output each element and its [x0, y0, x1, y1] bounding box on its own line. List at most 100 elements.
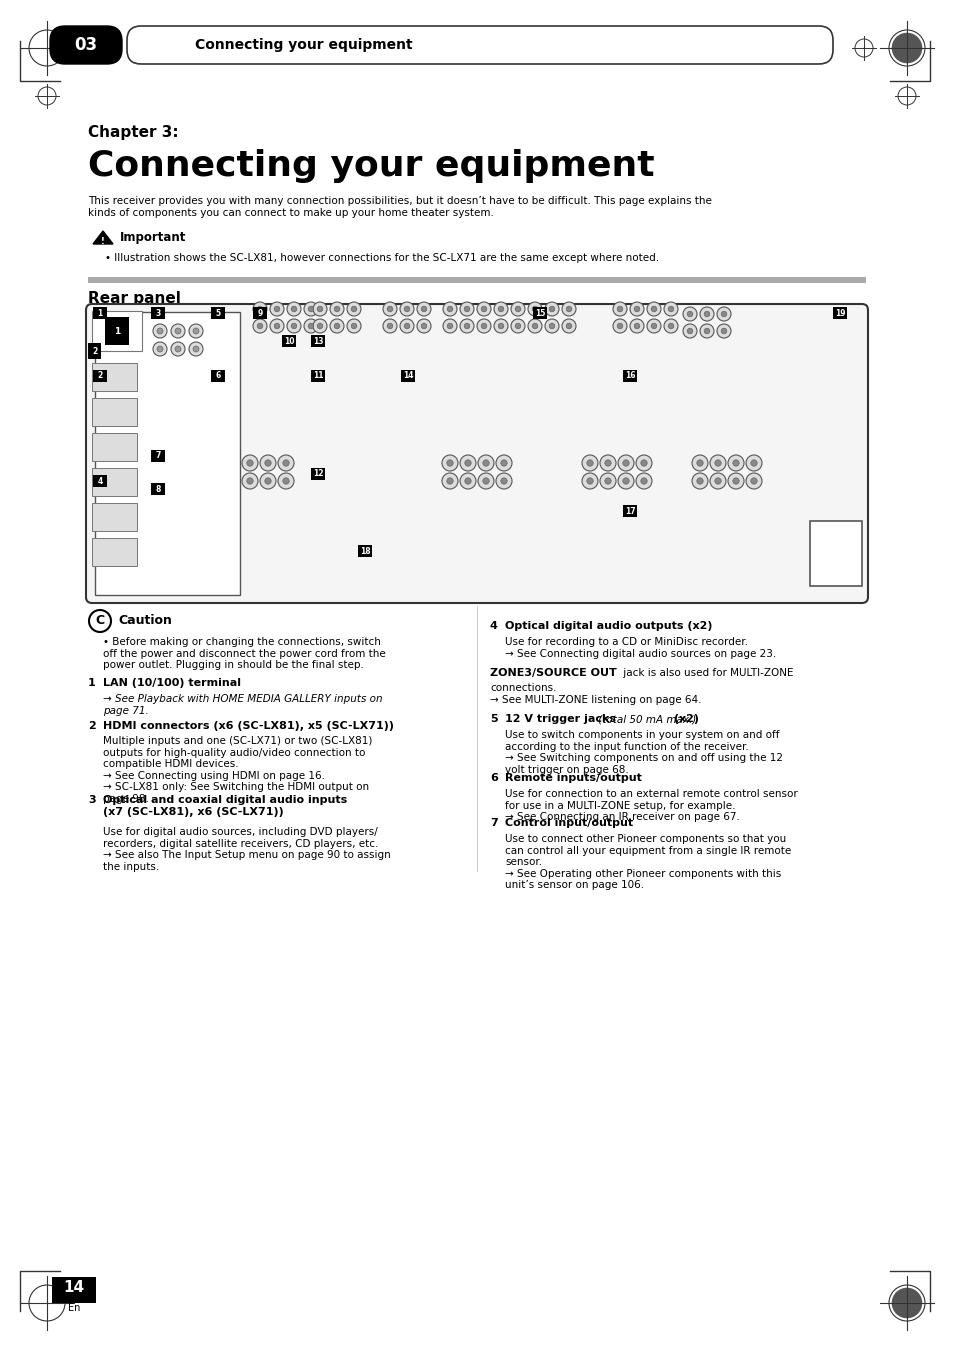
- Circle shape: [247, 459, 253, 466]
- Text: 3: 3: [88, 794, 95, 805]
- Circle shape: [732, 459, 739, 466]
- Text: • Before making or changing the connections, switch
off the power and disconnect: • Before making or changing the connecti…: [103, 638, 385, 670]
- Bar: [52, 1277, 96, 1302]
- Circle shape: [287, 319, 301, 332]
- Circle shape: [544, 303, 558, 316]
- Circle shape: [316, 323, 322, 328]
- Circle shape: [347, 319, 360, 332]
- Bar: [92, 476, 107, 486]
- Circle shape: [617, 307, 622, 312]
- Circle shape: [663, 319, 678, 332]
- Circle shape: [247, 478, 253, 484]
- Circle shape: [441, 473, 457, 489]
- Circle shape: [511, 319, 524, 332]
- Text: LAN (10/100) terminal: LAN (10/100) terminal: [103, 678, 241, 688]
- Circle shape: [442, 319, 456, 332]
- Circle shape: [599, 473, 616, 489]
- Text: 3: 3: [155, 308, 160, 317]
- Circle shape: [497, 323, 503, 328]
- Text: Connecting your equipment: Connecting your equipment: [88, 149, 654, 182]
- Text: 6: 6: [215, 372, 220, 381]
- Circle shape: [277, 455, 294, 471]
- Circle shape: [257, 307, 262, 312]
- Circle shape: [189, 342, 203, 357]
- Circle shape: [260, 455, 275, 471]
- Text: Chapter 3:: Chapter 3:: [88, 126, 178, 141]
- Circle shape: [416, 319, 431, 332]
- Text: 11: 11: [313, 372, 323, 381]
- Circle shape: [265, 459, 271, 466]
- Bar: [533, 307, 546, 319]
- Circle shape: [720, 311, 726, 316]
- Circle shape: [497, 307, 503, 312]
- Text: Rear panel: Rear panel: [88, 290, 181, 305]
- Circle shape: [477, 473, 494, 489]
- Circle shape: [732, 478, 739, 484]
- Text: !: !: [101, 236, 105, 246]
- Circle shape: [270, 319, 284, 332]
- Circle shape: [171, 324, 185, 338]
- Circle shape: [646, 303, 660, 316]
- Circle shape: [287, 303, 301, 316]
- Text: 2: 2: [91, 346, 97, 355]
- Circle shape: [549, 323, 555, 328]
- Bar: [357, 544, 372, 557]
- Polygon shape: [92, 231, 112, 245]
- Circle shape: [691, 473, 707, 489]
- Bar: [622, 505, 637, 517]
- Circle shape: [304, 319, 317, 332]
- Circle shape: [714, 478, 720, 484]
- Text: 7: 7: [490, 817, 497, 828]
- Circle shape: [447, 307, 453, 312]
- Circle shape: [442, 303, 456, 316]
- Circle shape: [277, 473, 294, 489]
- Bar: [211, 370, 225, 382]
- Circle shape: [515, 323, 520, 328]
- Bar: [88, 277, 865, 282]
- Text: C: C: [95, 615, 105, 627]
- Bar: [91, 538, 137, 566]
- Circle shape: [700, 324, 713, 338]
- Circle shape: [527, 319, 541, 332]
- Circle shape: [527, 303, 541, 316]
- Circle shape: [618, 455, 634, 471]
- Circle shape: [313, 319, 327, 332]
- Circle shape: [703, 328, 709, 334]
- Circle shape: [347, 303, 360, 316]
- Circle shape: [421, 307, 426, 312]
- Text: 4: 4: [97, 477, 103, 485]
- Bar: [92, 370, 107, 382]
- Bar: [95, 312, 240, 594]
- Circle shape: [464, 307, 469, 312]
- Circle shape: [494, 303, 507, 316]
- Circle shape: [686, 328, 692, 334]
- Text: Caution: Caution: [118, 615, 172, 627]
- Circle shape: [629, 319, 643, 332]
- Circle shape: [253, 303, 267, 316]
- Circle shape: [634, 307, 639, 312]
- Text: 18: 18: [359, 547, 370, 555]
- Circle shape: [581, 473, 598, 489]
- Circle shape: [714, 459, 720, 466]
- Circle shape: [89, 611, 111, 632]
- Circle shape: [291, 307, 296, 312]
- Bar: [832, 307, 846, 319]
- Circle shape: [566, 323, 571, 328]
- Text: 2: 2: [97, 372, 103, 381]
- Circle shape: [703, 311, 709, 316]
- Text: Remote inputs/output: Remote inputs/output: [504, 773, 641, 784]
- Circle shape: [891, 32, 922, 63]
- Circle shape: [613, 303, 626, 316]
- Text: jack is also used for MULTI-ZONE: jack is also used for MULTI-ZONE: [619, 667, 793, 678]
- Circle shape: [696, 459, 702, 466]
- Circle shape: [682, 324, 697, 338]
- Circle shape: [382, 319, 396, 332]
- Text: 1: 1: [97, 308, 103, 317]
- Text: 12: 12: [313, 470, 323, 478]
- Circle shape: [193, 328, 199, 334]
- Bar: [151, 450, 165, 462]
- Bar: [253, 307, 267, 319]
- Circle shape: [334, 307, 339, 312]
- Circle shape: [891, 1288, 922, 1319]
- Circle shape: [304, 303, 317, 316]
